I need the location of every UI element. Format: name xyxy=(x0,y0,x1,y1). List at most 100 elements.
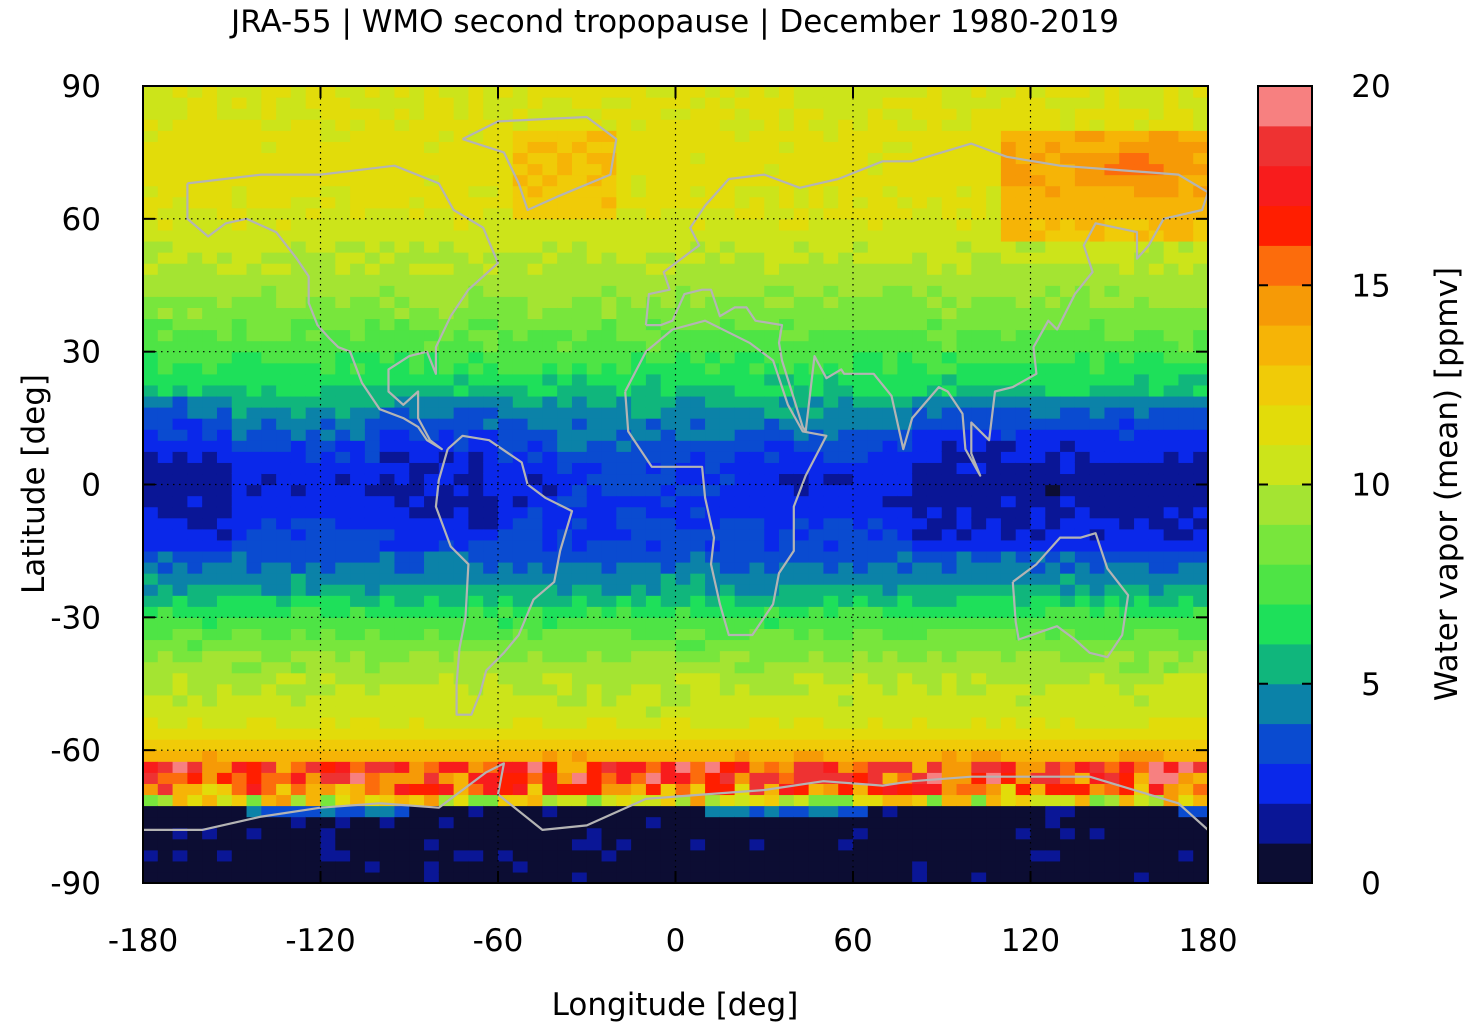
heatmap-cell xyxy=(941,351,958,364)
heatmap-cell xyxy=(867,252,884,264)
heatmap-cell xyxy=(867,274,884,286)
heatmap-cell xyxy=(216,750,233,762)
heatmap-cell xyxy=(394,772,410,784)
heatmap-cell xyxy=(498,285,514,297)
heatmap-cell xyxy=(276,639,292,652)
heatmap-cell xyxy=(512,163,529,176)
heatmap-cell xyxy=(719,550,736,563)
heatmap-cell xyxy=(571,340,588,353)
heatmap-cell xyxy=(1045,351,1061,364)
heatmap-cell xyxy=(1030,739,1046,751)
heatmap-cell xyxy=(808,617,825,629)
heatmap-cell xyxy=(202,263,218,275)
heatmap-cell xyxy=(631,772,647,784)
heatmap-cell xyxy=(246,683,262,696)
heatmap-cell xyxy=(690,185,706,198)
heatmap-cell xyxy=(956,119,972,131)
heatmap-cell xyxy=(616,528,632,541)
heatmap-cell xyxy=(1089,274,1106,286)
heatmap-cell xyxy=(808,550,825,563)
heatmap-cell xyxy=(897,528,913,541)
heatmap-cell xyxy=(335,108,351,120)
heatmap-cell xyxy=(1074,130,1091,142)
heatmap-cell xyxy=(424,506,440,519)
heatmap-cell xyxy=(867,207,884,220)
heatmap-cell xyxy=(202,108,218,120)
heatmap-cell xyxy=(1074,849,1091,862)
heatmap-cell xyxy=(261,440,277,452)
heatmap-cell xyxy=(424,584,440,596)
heatmap-cell xyxy=(749,196,765,209)
heatmap-cell xyxy=(143,207,159,220)
heatmap-cell xyxy=(867,218,884,231)
heatmap-cell xyxy=(246,130,262,142)
heatmap-cell xyxy=(1074,517,1091,530)
heatmap-cell xyxy=(675,196,691,209)
heatmap-cell xyxy=(172,805,188,818)
heatmap-cell xyxy=(793,141,810,154)
heatmap-cell xyxy=(157,860,174,873)
heatmap-cell xyxy=(216,827,233,840)
heatmap-cell xyxy=(897,451,913,463)
heatmap-cell xyxy=(261,661,277,674)
heatmap-cell xyxy=(853,705,869,718)
heatmap-cell xyxy=(335,218,351,231)
heatmap-cell xyxy=(290,351,307,364)
heatmap-cell xyxy=(719,119,736,131)
heatmap-cell xyxy=(438,296,455,308)
heatmap-cell xyxy=(719,672,736,685)
heatmap-cell xyxy=(586,407,603,419)
heatmap-cell xyxy=(542,362,558,375)
heatmap-cell xyxy=(956,285,972,297)
heatmap-cell xyxy=(305,163,322,176)
heatmap-cell xyxy=(290,240,307,253)
heatmap-cell xyxy=(187,395,203,408)
heatmap-cell xyxy=(779,130,795,142)
heatmap-cell xyxy=(1104,329,1120,342)
heatmap-cell xyxy=(645,539,662,552)
heatmap-cell xyxy=(350,318,366,331)
heatmap-cell xyxy=(897,196,913,209)
heatmap-cell xyxy=(675,152,691,165)
heatmap-cell xyxy=(468,451,484,463)
heatmap-cell xyxy=(542,252,558,264)
heatmap-cell xyxy=(1134,716,1150,729)
heatmap-cell xyxy=(261,252,277,264)
heatmap-cell xyxy=(305,728,322,740)
heatmap-cell xyxy=(1089,860,1106,873)
heatmap-cell xyxy=(468,639,484,652)
heatmap-cell xyxy=(779,185,795,198)
heatmap-cell xyxy=(157,329,174,342)
heatmap-cell xyxy=(1030,340,1046,353)
heatmap-cell xyxy=(335,484,351,497)
heatmap-cell xyxy=(512,252,529,264)
heatmap-cell xyxy=(1074,827,1091,840)
heatmap-cell xyxy=(1060,163,1076,176)
heatmap-cell xyxy=(631,805,647,818)
heatmap-cell xyxy=(527,761,543,773)
heatmap-cell xyxy=(335,462,351,475)
heatmap-cell xyxy=(394,683,410,696)
heatmap-cell xyxy=(1060,240,1076,253)
heatmap-cell xyxy=(1015,108,1032,120)
heatmap-cell xyxy=(764,528,780,541)
heatmap-cell xyxy=(749,705,765,718)
heatmap-cell xyxy=(172,728,188,740)
heatmap-cell xyxy=(1089,108,1106,120)
heatmap-cell xyxy=(1089,307,1106,320)
heatmap-cell xyxy=(971,694,987,707)
heatmap-cell xyxy=(424,517,440,530)
heatmap-cell xyxy=(971,185,987,198)
heatmap-cell xyxy=(912,163,928,176)
heatmap-cell xyxy=(867,794,884,807)
heatmap-cell xyxy=(216,130,233,142)
heatmap-cell xyxy=(364,174,381,187)
heatmap-cell xyxy=(1104,827,1120,840)
heatmap-cell xyxy=(660,307,677,320)
heatmap-cell xyxy=(586,263,603,275)
heatmap-cell xyxy=(335,351,351,364)
heatmap-cell xyxy=(882,816,898,829)
heatmap-cell xyxy=(172,185,188,198)
heatmap-cell xyxy=(276,484,292,497)
heatmap-cell xyxy=(350,805,366,818)
